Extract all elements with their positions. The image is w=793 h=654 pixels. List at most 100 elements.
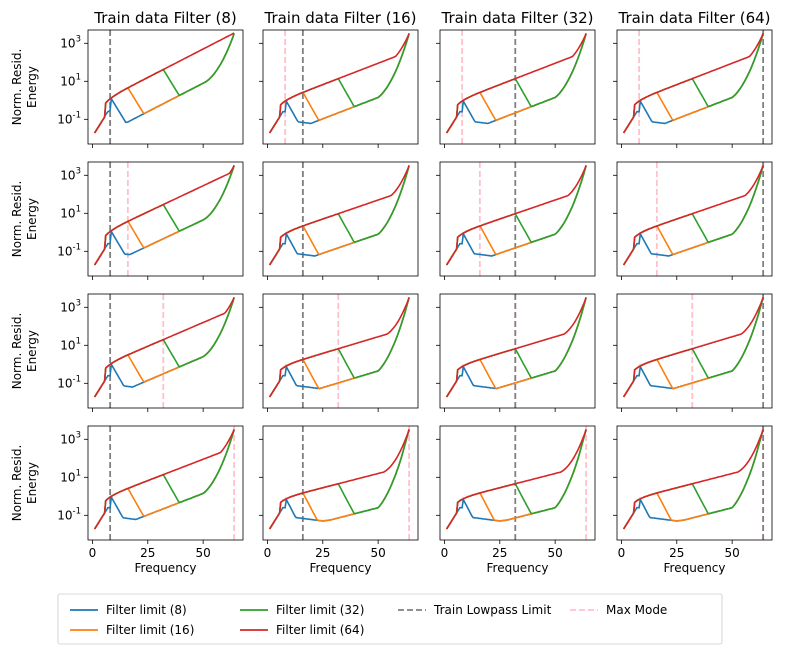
series-line-4: [445, 33, 587, 134]
y-tick-label: 10-1: [57, 374, 81, 390]
panel-frame: [439, 293, 596, 409]
panel-plot-area: [93, 294, 235, 408]
series-line-3: [445, 429, 587, 530]
legend-item-3: Filter limit (32): [240, 603, 364, 617]
panel-frame: [87, 29, 244, 145]
series-line-2: [93, 429, 235, 530]
series-line-4: [268, 33, 410, 134]
series-line-2: [622, 297, 764, 398]
legend: Filter limit (8) Filter limit (16) Filter …: [57, 593, 723, 645]
panel-plot-area: [93, 30, 235, 144]
panel-plot-area: [93, 426, 236, 540]
panel-plot-area: [268, 426, 411, 540]
y-tick-label: 101: [60, 336, 81, 352]
legend-label: Train Lowpass Limit: [433, 603, 552, 617]
x-tick-label: 0: [89, 546, 97, 560]
x-tick-label: 25: [669, 546, 684, 560]
y-tick-label: 103: [60, 166, 81, 182]
panel-plot-area: [445, 30, 587, 144]
series-line-2: [445, 429, 587, 530]
legend-label: Filter limit (16): [106, 623, 194, 637]
legend-item-1: Filter limit (8): [70, 603, 187, 617]
panel-frame: [616, 425, 773, 541]
series-line-3: [445, 33, 587, 134]
column-title: Train data Filter (32): [440, 9, 593, 27]
panel-r1-c1: 10-1 101 103 Train data Filter (8) Norm. Res…: [10, 9, 244, 148]
panel-plot-area: [268, 162, 410, 276]
panel-plot-area: [268, 30, 410, 144]
series-line-2: [622, 429, 764, 530]
y-axis-label: Norm. Resid.Energy: [10, 49, 39, 126]
x-axis-label: Frequency: [487, 561, 549, 575]
panel-r1-c4: Train data Filter (64): [613, 9, 773, 148]
y-axis-label: Norm. Resid.Energy: [10, 445, 39, 522]
panel-r2-c1: 10-1 101 103 Norm. Resid.Energy: [10, 161, 244, 280]
y-tick-label: 103: [60, 430, 81, 446]
series-line-3: [268, 429, 410, 530]
legend-item-2: Filter limit (16): [70, 623, 194, 637]
series-line-1: [445, 33, 587, 134]
series-line-4: [445, 165, 587, 266]
y-tick-label: 10-1: [57, 242, 81, 258]
series-line-1: [93, 429, 235, 530]
series-line-4: [622, 33, 764, 134]
x-axis-label: Frequency: [135, 561, 197, 575]
panel-r3-c2: [259, 293, 419, 412]
panel-frame: [262, 425, 419, 541]
series-line-2: [93, 33, 235, 134]
x-tick-label: 50: [725, 546, 740, 560]
series-line-4: [622, 429, 764, 530]
y-axis-label: Norm. Resid.Energy: [10, 313, 39, 390]
series-line-3: [445, 165, 587, 266]
series-line-4: [93, 32, 235, 134]
panel-plot-area: [445, 426, 588, 540]
series-line-4: [268, 165, 410, 266]
legend-frame: [57, 593, 723, 645]
panel-frame: [87, 293, 244, 409]
series-line-2: [268, 429, 410, 530]
panel-plot-area: [445, 294, 587, 408]
series-line-1: [622, 33, 764, 134]
series-line-3: [268, 33, 410, 134]
panel-r4-c1: 10-1 101 103 0 25 50 Norm. Resid.Energy Frequen…: [10, 425, 244, 575]
y-axis-label: Norm. Resid.Energy: [10, 181, 39, 258]
series-line-4: [445, 429, 587, 530]
x-tick-label: 25: [315, 546, 330, 560]
panel-plot-area: [445, 162, 587, 276]
legend-label: Filter limit (64): [276, 623, 364, 637]
column-title: Train data Filter (8): [93, 9, 236, 27]
panel-plot-area: [622, 294, 765, 408]
panel-r1-c2: Train data Filter (16): [259, 9, 419, 148]
series-line-1: [268, 33, 410, 134]
panel-plot-area: [622, 162, 765, 276]
panel-frame: [439, 425, 596, 541]
series-line-3: [93, 429, 235, 530]
series-line-2: [445, 297, 587, 398]
panel-plot-area: [268, 294, 410, 408]
y-tick-label: 101: [60, 72, 81, 88]
panel-frame: [87, 161, 244, 277]
y-tick-label: 10-1: [57, 110, 81, 126]
panel-frame: [439, 29, 596, 145]
column-title: Train data Filter (64): [617, 9, 770, 27]
legend-label: Filter limit (32): [276, 603, 364, 617]
series-line-3: [622, 429, 764, 530]
y-tick-label: 103: [60, 34, 81, 50]
panel-r1-c3: Train data Filter (32): [436, 9, 596, 148]
y-tick-label: 10-1: [57, 506, 81, 522]
x-axis-label: Frequency: [310, 561, 372, 575]
panels-group: 10-1 101 103 Train data Filter (8) Norm. Res…: [10, 9, 773, 575]
panel-frame: [616, 293, 773, 409]
panel-frame: [262, 29, 419, 145]
series-line-2: [445, 33, 587, 134]
x-tick-label: 25: [492, 546, 507, 560]
legend-label: Max Mode: [606, 603, 667, 617]
x-tick-label: 50: [196, 546, 211, 560]
x-tick-label: 0: [441, 546, 449, 560]
series-line-1: [93, 33, 235, 134]
x-tick-label: 0: [618, 546, 626, 560]
series-line-3: [268, 165, 410, 266]
